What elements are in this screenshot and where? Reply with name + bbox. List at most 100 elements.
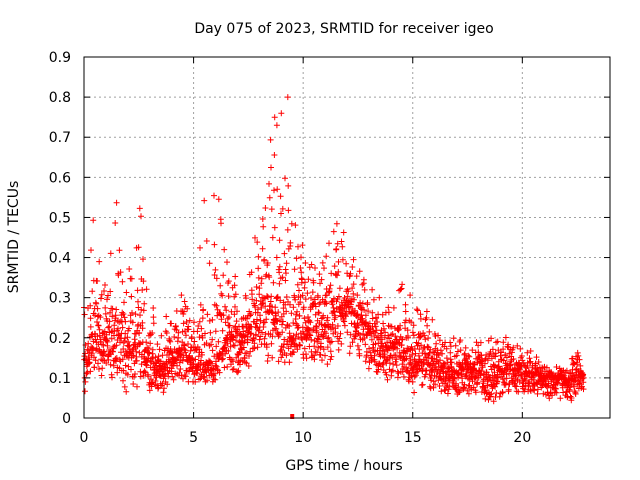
data-point: [186, 317, 193, 324]
data-point: [188, 334, 195, 340]
data-point: [290, 304, 297, 311]
data-point: [224, 259, 230, 266]
data-point: [203, 238, 210, 244]
data-point: [262, 273, 269, 280]
data-point: [254, 316, 260, 323]
data-point: [370, 296, 377, 303]
data-point: [494, 378, 501, 385]
data-point: [255, 265, 262, 272]
data-point: [181, 372, 188, 378]
data-point: [439, 350, 446, 357]
data-point: [140, 256, 146, 263]
data-point: [534, 386, 541, 393]
data-point: [293, 255, 300, 262]
data-point: [112, 355, 119, 362]
data-point: [466, 363, 473, 370]
data-point: [136, 341, 143, 348]
data-point: [103, 360, 110, 366]
data-point: [95, 322, 102, 329]
data-point: [366, 345, 373, 352]
data-point: [131, 336, 138, 343]
data-point: [254, 239, 261, 246]
data-point: [101, 328, 108, 335]
data-point: [206, 317, 213, 324]
data-point: [104, 338, 111, 345]
data-point: [267, 298, 274, 305]
data-point: [253, 297, 260, 304]
data-point: [231, 342, 238, 349]
data-point: [260, 299, 266, 306]
data-point: [87, 302, 94, 309]
chart-title: Day 075 of 2023, SRMTID for receiver ige…: [194, 21, 493, 37]
data-point: [359, 315, 366, 322]
data-point: [225, 278, 232, 285]
data-point: [335, 258, 342, 265]
data-point: [469, 347, 476, 354]
data-point: [276, 263, 283, 270]
data-point: [346, 350, 353, 357]
data-point: [281, 250, 288, 257]
data-point: [274, 318, 281, 325]
data-point: [424, 322, 431, 329]
data-point: [488, 355, 495, 362]
data-point: [210, 376, 217, 383]
data-point: [209, 336, 216, 343]
data-point: [465, 390, 472, 397]
data-point: [258, 280, 265, 287]
data-point: [175, 329, 182, 336]
y-axis-label: SRMTID / TECUs: [6, 181, 22, 294]
data-point: [452, 342, 459, 349]
data-point: [310, 279, 317, 286]
data-point: [102, 282, 108, 288]
data-point: [101, 348, 108, 355]
y-tick-label: 0.1: [49, 371, 71, 387]
data-point: [215, 196, 222, 203]
data-point: [394, 345, 401, 352]
data-point: [231, 282, 238, 289]
data-point: [540, 390, 547, 397]
data-point: [230, 342, 237, 349]
data-point: [106, 318, 113, 325]
data-point: [178, 350, 185, 357]
data-point: [101, 288, 107, 294]
data-point: [90, 346, 96, 353]
data-point: [278, 354, 285, 361]
data-point: [517, 345, 524, 352]
data-point: [248, 311, 254, 318]
data-point: [126, 266, 133, 272]
data-point: [204, 311, 211, 318]
data-point: [407, 292, 414, 299]
data-point: [357, 299, 364, 306]
data-point: [220, 272, 227, 279]
data-point: [410, 332, 417, 339]
data-point: [211, 192, 217, 199]
data-point: [150, 320, 157, 327]
data-point: [192, 378, 199, 385]
data-point: [335, 338, 342, 345]
data-point: [181, 342, 188, 349]
data-point: [223, 307, 230, 314]
data-point: [336, 335, 343, 342]
data-point: [128, 293, 135, 300]
data-point: [284, 226, 291, 233]
data-point: [217, 282, 224, 289]
data-point: [325, 334, 332, 341]
data-point: [94, 278, 101, 284]
data-point: [285, 245, 292, 252]
data-point: [500, 346, 507, 353]
data-point: [260, 294, 267, 301]
data-point: [339, 256, 346, 263]
data-point: [107, 288, 114, 295]
data-point: [282, 175, 288, 182]
data-point: [332, 314, 339, 321]
data-point: [251, 345, 258, 352]
data-point: [338, 238, 345, 245]
data-point: [379, 311, 386, 318]
data-point: [349, 264, 356, 270]
y-tick-label: 0.3: [49, 291, 71, 307]
data-point: [105, 324, 112, 331]
data-point: [171, 334, 178, 340]
data-point: [336, 285, 343, 292]
data-point: [271, 187, 277, 194]
data-point: [423, 367, 430, 374]
